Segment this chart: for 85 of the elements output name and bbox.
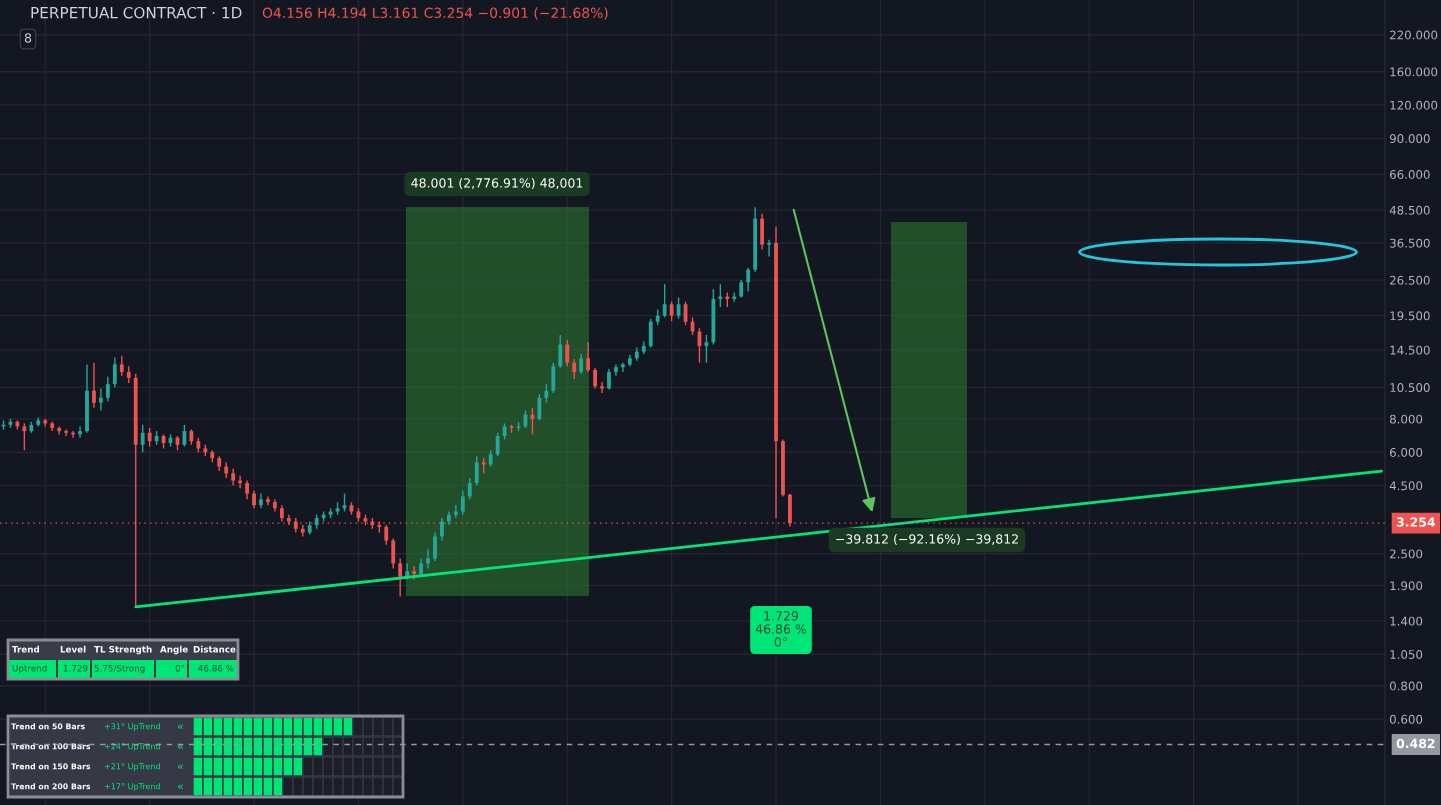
candlestick <box>391 537 396 570</box>
annotation: Level <box>60 645 86 653</box>
annotation: +21° UpTrend <box>104 763 160 771</box>
y-tick-label: 0.600 <box>1389 714 1423 724</box>
annotation: +17° UpTrend <box>104 783 160 791</box>
annotation: 8 <box>24 33 32 43</box>
candlestick <box>57 425 62 436</box>
annotation: 1.729 46.86 % 0° <box>755 611 807 647</box>
ref-line-label: 3.254 <box>1396 517 1436 527</box>
candlestick <box>620 361 625 373</box>
candlestick <box>495 432 500 457</box>
candlestick <box>558 334 563 369</box>
annotation: « <box>177 784 183 790</box>
y-tick-label: 120.000 <box>1390 100 1438 110</box>
chart-title: PERPETUAL CONTRACT · 1D <box>31 6 242 19</box>
y-tick-label: 2.500 <box>1390 549 1423 559</box>
annotation: 1.729 <box>63 664 88 672</box>
y-tick-label: 0.800 <box>1389 681 1423 691</box>
y-tick-label: 160.000 <box>1390 67 1438 77</box>
y-tick-label: 8.000 <box>1389 414 1423 424</box>
candlestick <box>99 387 103 412</box>
candlestick <box>433 531 437 562</box>
y-tick-label: 90.000 <box>1389 134 1430 144</box>
annotation: 46.86 % <box>198 664 234 672</box>
candlestick <box>105 376 110 403</box>
annotation: « <box>177 744 183 750</box>
annotation: O4.156 H4.194 L3.161 C3.254 −0.901 (−21.68%) <box>262 7 608 20</box>
candlestick <box>474 455 479 487</box>
y-tick-label: 26.500 <box>1390 275 1430 285</box>
y-tick-label: 4.500 <box>1389 481 1423 491</box>
y-tick-label: 48.500 <box>1389 205 1430 215</box>
candlestick <box>600 381 604 394</box>
annotation: Distance <box>193 645 236 653</box>
candlestick <box>453 504 458 519</box>
candlestick <box>78 425 82 439</box>
candlestick <box>607 368 611 391</box>
y-tick-label: 14.500 <box>1390 345 1430 355</box>
y-tick-label: 1.900 <box>1390 581 1423 591</box>
y-tick-label: 10.500 <box>1390 383 1430 393</box>
y-tick-label: 36.500 <box>1390 238 1430 248</box>
candlestick <box>579 353 584 375</box>
candlestick <box>440 517 444 542</box>
candlestick <box>662 283 667 319</box>
candlestick <box>245 479 249 500</box>
candlestick <box>22 422 27 452</box>
annotation: 0° <box>175 664 185 672</box>
candlestick <box>112 356 117 389</box>
candlestick <box>426 548 430 570</box>
annotation: Angle <box>160 645 188 655</box>
candlestick <box>460 490 465 516</box>
y-tick-label: 66.000 <box>1389 170 1430 179</box>
y-tick-label: 6.000 <box>1389 447 1423 457</box>
annotation: TL Strength <box>94 645 152 655</box>
ref-line-label: 0.482 <box>1396 738 1435 749</box>
candlestick <box>544 383 549 404</box>
annotation: Trend <box>12 645 40 653</box>
y-tick-label: 220.000 <box>1390 30 1438 40</box>
annotation: « <box>177 764 183 770</box>
annotation: +31° UpTrend <box>104 723 160 731</box>
candlestick <box>467 477 472 500</box>
candlestick <box>767 239 771 258</box>
y-tick-label: 1.400 <box>1390 616 1423 626</box>
candlestick <box>384 524 389 546</box>
annotation: 48.001 (2,776.91%) 48,001 <box>411 177 583 190</box>
candlestick <box>398 557 403 598</box>
annotation: −39.812 (−92.16%) −39,812 <box>836 533 1018 546</box>
candlestick <box>140 424 145 453</box>
candlestick <box>586 341 591 373</box>
annotation: +24° UpTrend <box>104 743 160 751</box>
annotation: Uptrend <box>12 664 47 674</box>
candlestick <box>537 393 542 422</box>
annotation: 5.75/Strong <box>94 664 145 674</box>
candlestick <box>593 367 597 390</box>
candlestick <box>119 355 124 377</box>
candlestick <box>565 339 570 367</box>
y-tick-label: 1.050 <box>1390 649 1423 659</box>
candlestick <box>92 361 96 409</box>
y-tick-label: 19.500 <box>1390 311 1430 321</box>
candlestick <box>266 495 270 506</box>
candlestick <box>224 461 229 479</box>
candlestick <box>147 427 152 448</box>
annotation: « <box>177 724 183 730</box>
candlestick <box>746 266 751 293</box>
candlestick <box>669 300 674 322</box>
candlestick <box>572 358 577 380</box>
